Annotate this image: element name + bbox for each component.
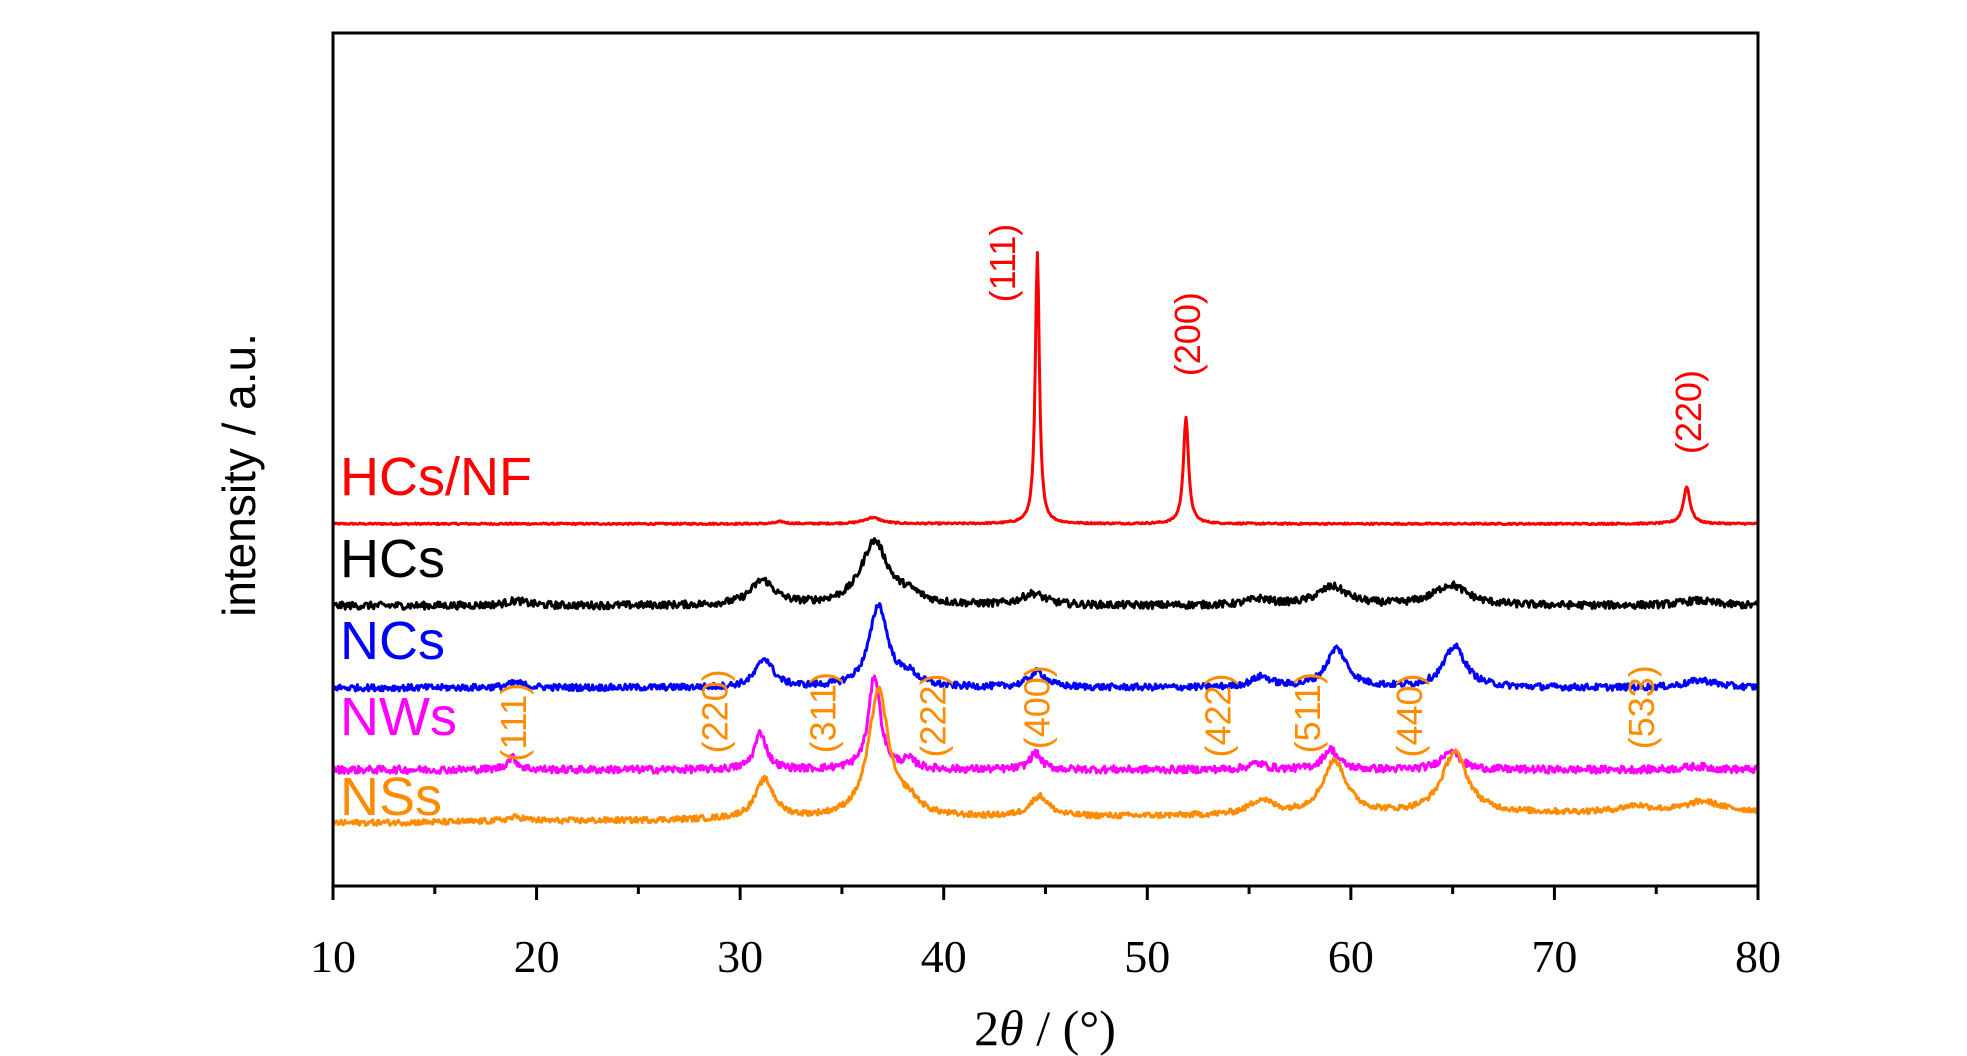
x-tick-label: 30	[717, 931, 763, 982]
x-axis: 10 20 30 40 50 60 70 80	[310, 886, 1781, 982]
x-axis-title-suffix: / (°)	[1024, 1000, 1116, 1056]
peak-annotation: (311)	[803, 672, 844, 753]
peak-annotation: (440)	[1389, 673, 1430, 757]
peak-annotation: (220)	[1668, 370, 1709, 454]
peak-annotation: (400)	[1016, 665, 1057, 749]
x-tick-label: 10	[310, 931, 356, 982]
x-tick-label: 70	[1531, 931, 1577, 982]
series-line-nws	[331, 674, 1759, 775]
peak-annotation: (511)	[1287, 672, 1328, 753]
x-tick-label: 20	[514, 931, 560, 982]
x-axis-title-prefix: 2	[974, 1000, 999, 1056]
series-line-hcs-nf	[332, 251, 1759, 527]
label-layer: HCs/NF HCs NCs NWs NSs (111) (200) (220) (111) (2…	[340, 224, 1709, 827]
peak-annotation: (533)	[1621, 665, 1662, 749]
x-axis-title: 2θ / (°)	[974, 1000, 1116, 1056]
plot-frame	[331, 31, 1760, 888]
peak-annotation: (422)	[1198, 673, 1239, 757]
x-tick-label: 40	[921, 931, 967, 982]
series-label: NSs	[340, 767, 442, 827]
series-label: NWs	[340, 687, 457, 747]
x-axis-title-symbol: θ	[999, 1000, 1024, 1056]
series-line-ncs	[332, 602, 1760, 693]
peak-annotation: (200)	[1167, 292, 1208, 376]
peak-annotation: (220)	[695, 669, 736, 753]
series-label: HCs/NF	[340, 447, 532, 507]
y-axis-title: intensity / a.u.	[213, 333, 265, 617]
x-tick-label: 60	[1328, 931, 1374, 982]
series-line-hcs	[331, 537, 1759, 611]
series-label: NCs	[340, 611, 445, 671]
peak-annotation: (222)	[913, 673, 954, 757]
series-label: HCs	[340, 529, 445, 589]
x-tick-label: 50	[1124, 931, 1170, 982]
peak-annotation: (111)	[493, 683, 534, 762]
x-tick-label: 80	[1735, 931, 1781, 982]
series-line-nss	[331, 685, 1760, 827]
series-layer	[331, 251, 1760, 827]
peak-annotation: (111)	[982, 224, 1023, 303]
